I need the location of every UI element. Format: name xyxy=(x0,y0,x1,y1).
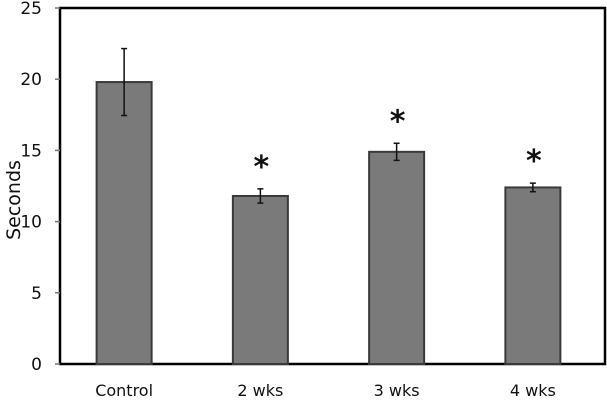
x-axis-labels: Control 2 wks 3 wks 4 wks xyxy=(95,381,556,400)
bar-2-wks xyxy=(231,194,289,365)
plot-border xyxy=(58,6,607,366)
y-tick-label: 25 xyxy=(20,0,42,19)
bar-4-wks xyxy=(504,186,562,365)
y-tick-label: 20 xyxy=(20,70,42,90)
y-axis-label: Seconds xyxy=(3,160,25,240)
y-tick-label: 5 xyxy=(31,284,42,304)
x-tick-label: 4 wks xyxy=(510,381,556,400)
x-tick-label: 2 wks xyxy=(237,381,283,400)
significance-star: * xyxy=(254,150,270,185)
error-bar xyxy=(121,47,128,117)
plot-frame xyxy=(58,6,607,366)
error-bar xyxy=(393,142,400,162)
x-tick-label: Control xyxy=(95,381,153,400)
y-tick-label: 10 xyxy=(20,213,42,233)
y-axis-ticks: 0 5 10 15 20 25 xyxy=(20,0,60,375)
y-tick-label: 15 xyxy=(20,141,42,161)
y-tick-label: 0 xyxy=(31,355,42,375)
error-bars xyxy=(121,47,536,204)
significance-markers: * * * xyxy=(254,104,543,185)
error-bar xyxy=(257,188,264,204)
error-bar xyxy=(529,182,536,193)
x-tick-label: 3 wks xyxy=(374,381,420,400)
bar-control xyxy=(95,81,153,365)
bars xyxy=(95,81,562,365)
significance-star: * xyxy=(390,104,406,139)
bar-3-wks xyxy=(368,150,426,365)
significance-star: * xyxy=(526,144,542,179)
